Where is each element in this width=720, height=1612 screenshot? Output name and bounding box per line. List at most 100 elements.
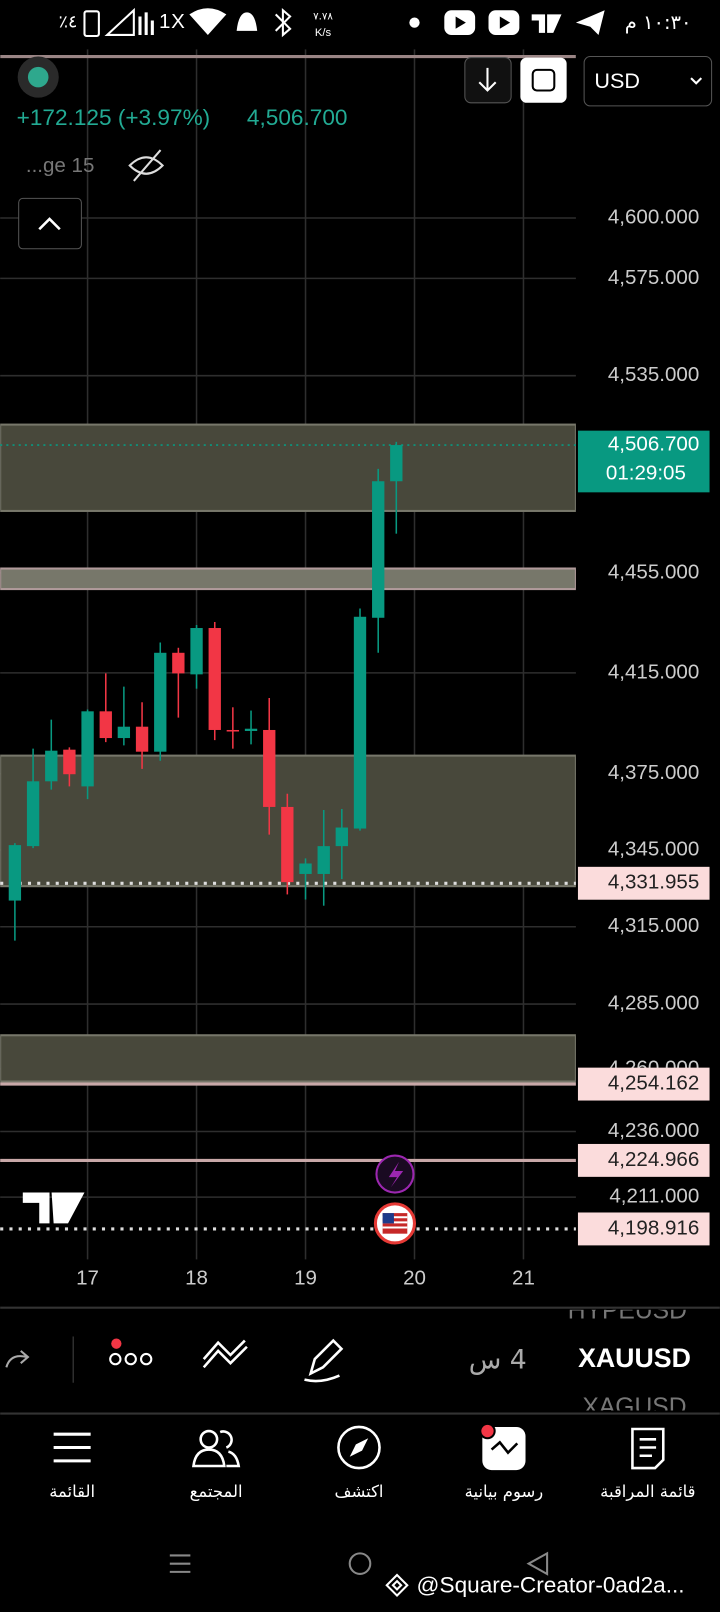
level-label: 4,224.966	[608, 1148, 699, 1171]
indicator-label: ...ge 15	[26, 154, 95, 177]
tradingview-icon	[531, 14, 562, 33]
candle-body	[45, 750, 58, 782]
nav-label[interactable]: المجتمع	[190, 1482, 243, 1502]
fullscreen-icon	[531, 68, 556, 92]
price-labels: 4,331.955 4,254.162 4,224.966 4,198.916 4,50…	[577, 430, 710, 1246]
level-label: 4,198.916	[608, 1216, 699, 1239]
x-tick-label: 18	[185, 1266, 208, 1289]
dot[interactable]	[124, 1352, 137, 1366]
hide-icon[interactable]	[128, 149, 165, 182]
redo-icon[interactable]	[5, 1350, 30, 1368]
x-tick-label: 17	[76, 1266, 99, 1289]
chevron-up	[38, 217, 61, 231]
nav-label[interactable]: القائمة	[49, 1482, 95, 1501]
signal-bars	[138, 12, 154, 35]
candle-body	[244, 728, 258, 731]
charts-glyph	[490, 1440, 519, 1455]
level-label-box	[577, 1143, 710, 1177]
flag-canton	[382, 1213, 394, 1224]
network-text: X	[171, 10, 185, 33]
symbol-prev[interactable]: HYPEUSD	[568, 1297, 687, 1325]
interval[interactable]: 4 س	[469, 1345, 527, 1376]
y-tick-label: 4,315.000	[608, 914, 699, 937]
y-tick-label: 4,285.000	[608, 991, 699, 1014]
watchlist-icon[interactable]	[631, 1427, 665, 1470]
compass-needle	[349, 1438, 369, 1457]
level-label-box	[577, 1212, 710, 1246]
symbol-next[interactable]: XAGUSD	[582, 1394, 686, 1421]
candle-body	[8, 845, 22, 901]
trend-icon[interactable]	[202, 1339, 248, 1369]
candle-body	[81, 711, 94, 787]
clock: ١٠:٣٠ م	[625, 11, 692, 34]
candle-body	[63, 749, 76, 775]
battery-text: ٪٤	[59, 13, 78, 33]
candle-body	[372, 481, 385, 618]
x-tick-label: 21	[512, 1266, 535, 1289]
telegram-icon	[575, 10, 605, 35]
nav-label[interactable]: رسوم بيانية	[465, 1482, 544, 1502]
candle-body	[26, 781, 40, 847]
y-tick-label: 4,575.000	[608, 266, 699, 289]
zone	[0, 1034, 576, 1083]
explore-icon[interactable]	[337, 1425, 381, 1470]
binance-icon	[385, 1573, 409, 1598]
toolbar: 4 س HYPEUSD XAUUSD XAGUSD	[0, 1297, 720, 1421]
chart-overlay: USD +172.125 (+3.97%) 4,506.700 ...ge 15	[17, 56, 713, 1245]
notification-dot	[479, 1422, 496, 1440]
fullscreen-button[interactable]	[520, 57, 567, 103]
y-tick-label: 4,600.000	[608, 205, 699, 228]
candle-body	[172, 652, 185, 674]
x-tick-label: 20	[403, 1266, 426, 1289]
last-price-box	[577, 430, 710, 493]
bottom-nav: القائمة المجتمع اكتشف رسوم بيانية قائمة …	[0, 1412, 720, 1502]
candle-body	[154, 652, 167, 752]
currency-select[interactable]	[583, 56, 713, 107]
level-label: 4,331.955	[608, 871, 699, 894]
y-tick-label: 4,211.000	[609, 1185, 699, 1208]
y-tick-label: 4,375.000	[608, 761, 699, 784]
dot[interactable]	[139, 1352, 153, 1366]
youtube-play	[499, 16, 511, 29]
last-price-label: 4,506.700	[608, 432, 699, 455]
speed-value: ٧.٧٨	[313, 10, 333, 22]
download-icon	[478, 67, 497, 92]
community-icon-body	[191, 1430, 241, 1468]
lightning	[388, 1161, 404, 1188]
draw-icon[interactable]	[304, 1338, 344, 1383]
level-label: 4,254.162	[608, 1072, 699, 1095]
candle-body	[281, 806, 294, 883]
menu-icon[interactable]	[53, 1432, 91, 1463]
candle-body	[390, 445, 403, 482]
system-nav: @Square-Creator-0ad2a...	[169, 1551, 685, 1598]
tradingview-logo	[22, 1192, 85, 1224]
nav-label[interactable]: اكتشف	[334, 1482, 383, 1501]
candle-body	[335, 827, 348, 847]
sim-text: 1	[159, 10, 170, 33]
dot-icon	[409, 17, 420, 28]
candle-body	[353, 616, 367, 829]
bluetooth-icon	[274, 8, 292, 38]
x-tick-label: 19	[294, 1266, 317, 1289]
symbol[interactable]: XAUUSD	[578, 1343, 691, 1373]
candle-body	[190, 628, 203, 675]
home-button[interactable]	[348, 1552, 372, 1575]
speed-unit: K/s	[315, 27, 332, 39]
watermark: @Square-Creator-0ad2a...	[417, 1572, 685, 1597]
collapse-button[interactable]	[18, 197, 82, 250]
y-tick-label: 4,535.000	[608, 363, 699, 386]
candle-body	[317, 846, 330, 874]
bell-icon	[236, 12, 258, 33]
recents-button[interactable]	[169, 1554, 191, 1573]
nav-label[interactable]: قائمة المراقبة	[600, 1482, 695, 1502]
zone	[0, 423, 576, 512]
level-label-box	[577, 1067, 710, 1101]
back-button[interactable]	[526, 1551, 549, 1576]
dot[interactable]	[109, 1352, 122, 1366]
candle-body	[135, 726, 149, 752]
community-icon[interactable]	[199, 1429, 219, 1449]
last-price: 4,506.700	[247, 105, 348, 130]
